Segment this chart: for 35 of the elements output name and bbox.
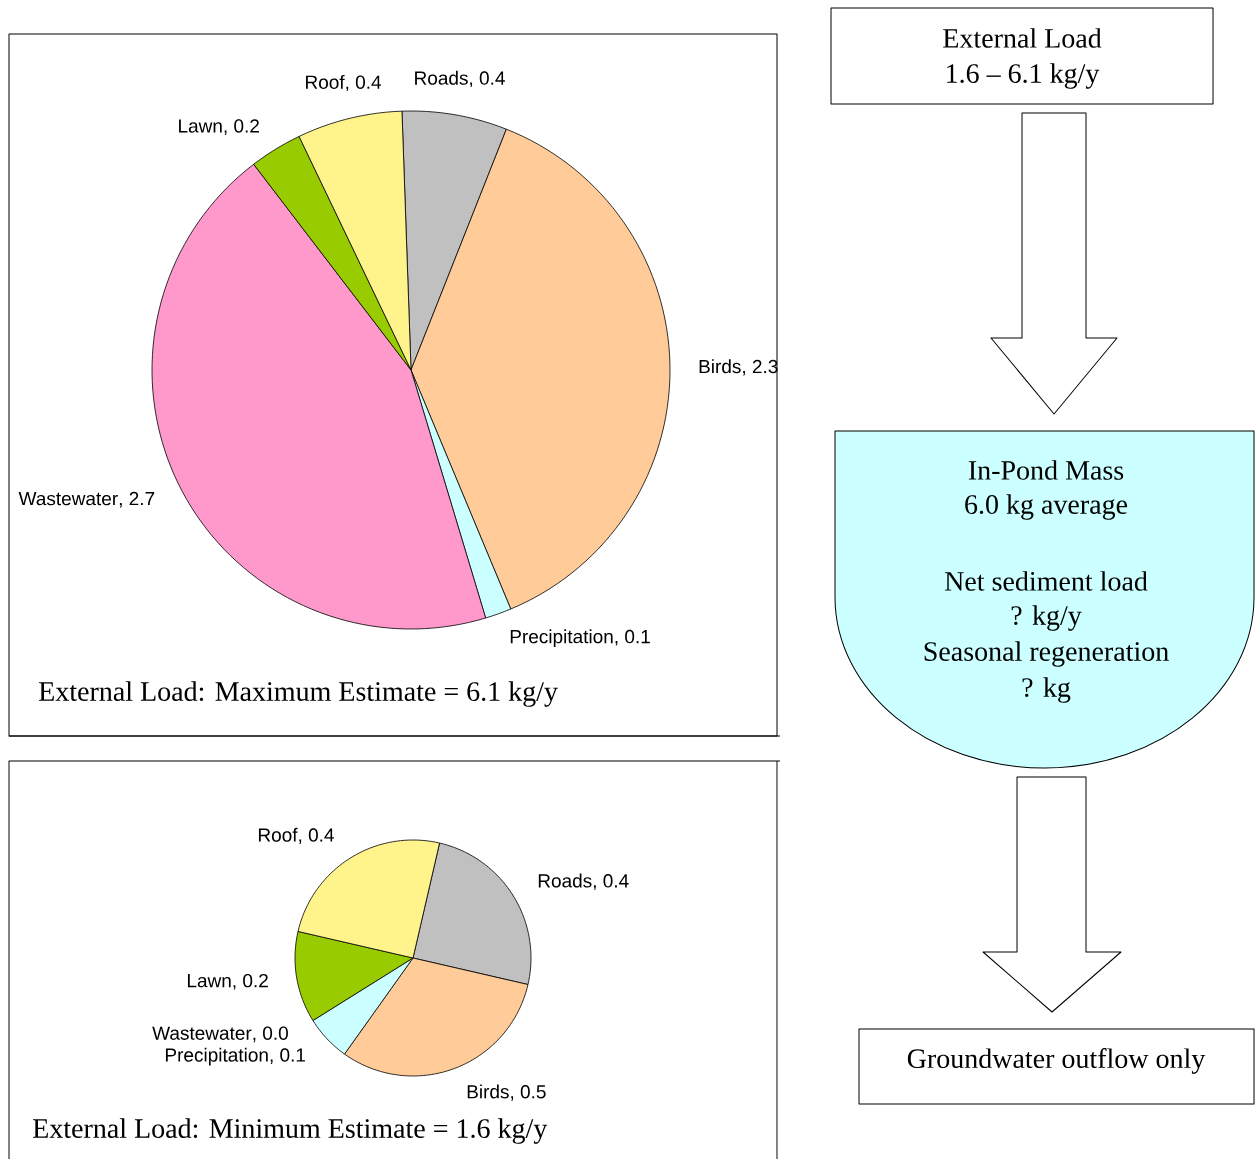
data-label: , 0.2 — [224, 119, 259, 135]
slice-label: Roof — [306, 74, 345, 89]
data-label: , 0.4 — [470, 71, 505, 88]
category-label: Wastewater — [152, 1026, 252, 1040]
text: , 0.0 — [253, 1026, 288, 1043]
slice-label: Roof — [258, 827, 298, 842]
data-label: , 0.1 — [615, 629, 650, 646]
text: In-Pond Mass — [968, 460, 1124, 480]
text: External Load — [943, 28, 1102, 48]
text: 6.0 kg average — [965, 494, 1128, 520]
slice-label: Precipitation — [165, 1047, 268, 1066]
data-label: , 2.3 — [743, 359, 778, 376]
data-label: , 0.2 — [233, 973, 268, 990]
text: Net sediment load — [944, 571, 1148, 591]
text: ? kg/y — [1011, 605, 1082, 631]
slice-label: Birds — [699, 359, 741, 374]
slice-label: Lawn — [179, 119, 222, 133]
slice-label: Roads — [538, 873, 592, 888]
slice-label: Lawn — [187, 974, 231, 988]
text: 1.6 – 6.1 kg/y — [947, 63, 1100, 89]
data-label: , 0.4 — [299, 828, 334, 845]
data-label: , 0.4 — [593, 874, 629, 890]
data-label: , 2.7 — [119, 491, 155, 508]
text: Groundwater outflow only — [907, 1048, 1206, 1074]
text: External Load: Maximum Estimate = 6.1 kg/y — [39, 681, 558, 707]
text: External Load: Minimum Estimate = 1.6 kg/y — [33, 1118, 548, 1144]
data-label: , 0.1 — [270, 1048, 305, 1064]
text: ? kg — [1022, 677, 1071, 703]
data-label: , 0.4 — [346, 75, 382, 92]
text: Seasonal regeneration — [924, 641, 1169, 667]
slice-label: Birds — [467, 1084, 509, 1099]
slice-label: Roads — [415, 70, 468, 85]
slice-label: Precipitation — [510, 629, 613, 648]
slice-label: Wastewater — [18, 492, 118, 506]
data-label: , 0.5 — [511, 1085, 546, 1101]
